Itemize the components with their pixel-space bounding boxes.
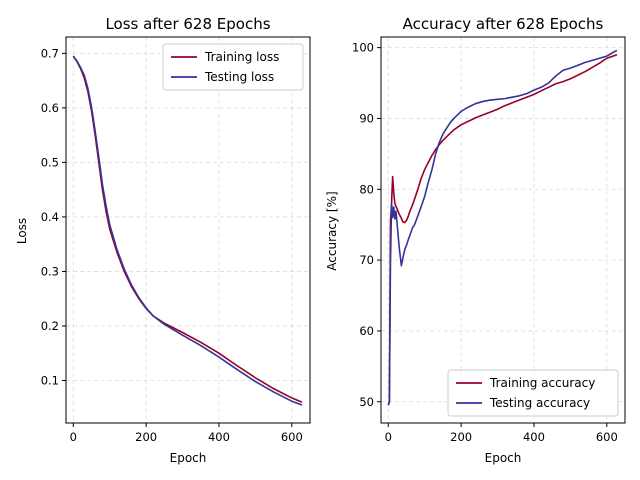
- accuracy-x-tick-label: 200: [450, 430, 472, 444]
- loss-legend-box: [162, 43, 304, 91]
- accuracy-y-tick-label: 50: [359, 395, 374, 409]
- loss-y-tick-label: 0.3: [41, 264, 59, 278]
- loss-y-tick-label: 0.6: [41, 101, 59, 115]
- accuracy-x-axis-label: Epoch: [485, 451, 522, 465]
- accuracy-series-line-1: [387, 49, 618, 406]
- loss-legend: Training loss Testing loss: [162, 43, 304, 91]
- accuracy-x-tick-label: 0: [385, 430, 392, 444]
- accuracy-legend-label-0: Training accuracy: [489, 376, 595, 390]
- loss-legend-label-0: Training loss: [204, 50, 279, 64]
- loss-x-tick-label: 0: [70, 430, 77, 444]
- accuracy-legend-label-1: Testing accuracy: [489, 396, 590, 410]
- loss-panel: Loss after 628 Epochs Epoch Loss 0 200 400…: [15, 15, 311, 465]
- loss-y-tick-label: 0.2: [41, 319, 59, 333]
- loss-y-tick-label: 0.5: [41, 155, 59, 169]
- accuracy-x-tick-label: 400: [523, 430, 545, 444]
- accuracy-y-tick-label: 80: [359, 182, 374, 196]
- loss-legend-label-1: Testing loss: [204, 70, 274, 84]
- loss-plot-frame: [65, 36, 311, 424]
- accuracy-y-tick-label: 100: [352, 41, 374, 55]
- loss-y-tick-label: 0.4: [41, 210, 59, 224]
- accuracy-series-line-0: [387, 53, 618, 406]
- accuracy-legend-box: [447, 369, 619, 417]
- loss-x-axis-label: Epoch: [170, 451, 207, 465]
- loss-x-tick-label: 200: [135, 430, 157, 444]
- loss-x-tick-label: 400: [208, 430, 230, 444]
- loss-series-line-1: [72, 55, 303, 406]
- accuracy-panel: Accuracy after 628 Epochs Epoch Accuracy…: [325, 15, 626, 465]
- loss-y-tick-label: 0.1: [41, 373, 59, 387]
- loss-chart-title: Loss after 628 Epochs: [105, 15, 270, 33]
- accuracy-legend: Training accuracy Testing accuracy: [447, 369, 619, 417]
- accuracy-y-tick-label: 90: [359, 111, 374, 125]
- loss-x-tick-label: 600: [281, 430, 303, 444]
- accuracy-y-axis-label: Accuracy [%]: [325, 191, 339, 270]
- accuracy-y-tick-label: 60: [359, 324, 374, 338]
- loss-y-tick-label: 0.7: [41, 46, 59, 60]
- accuracy-plot-frame: [380, 36, 626, 424]
- loss-y-axis-label: Loss: [15, 218, 29, 244]
- accuracy-y-tick-label: 70: [359, 253, 374, 267]
- accuracy-chart-title: Accuracy after 628 Epochs: [403, 15, 604, 33]
- accuracy-x-tick-label: 600: [596, 430, 618, 444]
